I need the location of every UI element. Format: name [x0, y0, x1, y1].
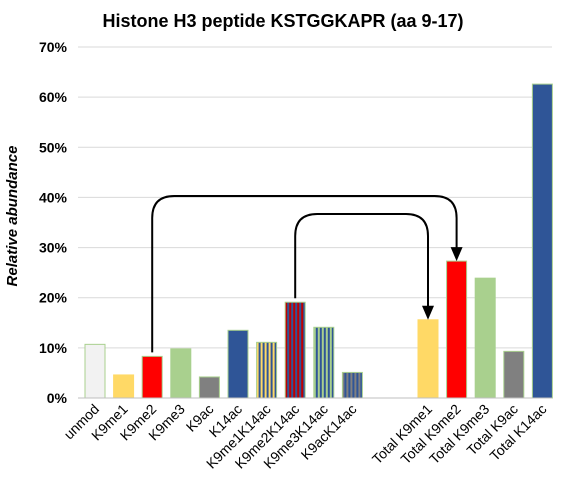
y-tick-label: 70%: [39, 39, 68, 55]
gridlines: [78, 46, 552, 349]
bar-k9ack14ac: [341, 371, 363, 399]
bar-total-k9me3: [474, 277, 496, 399]
x-axis-labels: unmodK9me1K9me2K9me3K9acK14acK9me1K14acK…: [61, 401, 550, 472]
y-tick-label: 10%: [39, 340, 68, 356]
annotation-arrow: [294, 213, 429, 308]
y-tick-label: 60%: [39, 89, 68, 105]
bars: [84, 83, 553, 399]
bar-total-k9ac: [503, 350, 525, 399]
y-axis-ticks: 0% 10% 20% 30% 40% 50% 60% 70%: [39, 39, 68, 406]
annotation-arrow: [151, 195, 458, 353]
bar-k9me3: [170, 348, 192, 399]
bar-k9me3k14ac: [313, 326, 335, 399]
bar-unmod: [84, 343, 106, 399]
arrowhead: [422, 305, 434, 320]
bar-k9me2: [141, 355, 163, 399]
bar-k9me2k14ac: [284, 301, 306, 399]
bar-total-k9me1: [417, 319, 439, 399]
y-tick-label: 40%: [39, 189, 68, 205]
bar-k9ac: [198, 376, 220, 399]
y-tick-label: 30%: [39, 240, 68, 256]
bar-k9me1: [113, 374, 135, 399]
bar-total-k14ac: [531, 83, 553, 399]
chart-title: Histone H3 peptide KSTGGKAPR (aa 9-17): [102, 11, 463, 31]
bar-total-k9me2: [446, 260, 468, 399]
annotations: [151, 195, 463, 353]
bar-k9me1k14ac: [256, 341, 278, 399]
y-tick-label: 50%: [39, 139, 68, 155]
arrowhead: [450, 247, 463, 262]
y-tick-label: 0%: [47, 390, 68, 406]
y-tick-label: 20%: [39, 290, 68, 306]
y-axis-label: Relative abundance: [4, 146, 21, 287]
bar-k14ac: [227, 329, 249, 399]
